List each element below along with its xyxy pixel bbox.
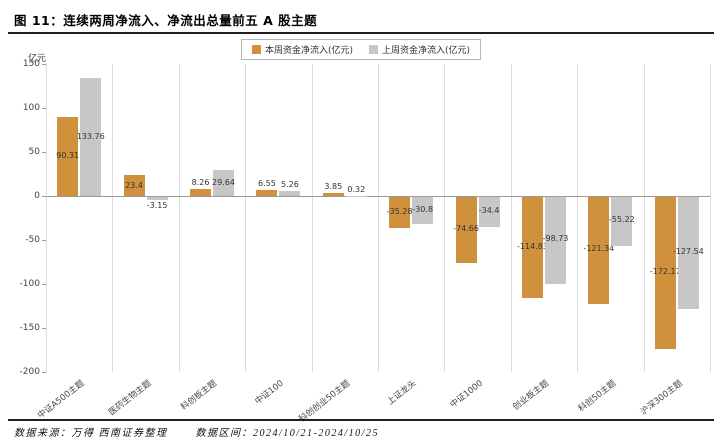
gridline [643, 64, 645, 372]
gridline [178, 64, 180, 372]
y-axis-tick-label: 100 [22, 103, 40, 113]
legend-label-this-week: 本周资金净流入(亿元) [264, 46, 353, 56]
bar-last-week [80, 78, 102, 196]
chart-legend: 本周资金净流入(亿元) 上周资金净流入(亿元) [240, 39, 482, 60]
y-axis-unit: 亿元 [28, 54, 47, 64]
bar-this-week [123, 175, 145, 196]
y-axis-tick [42, 196, 46, 197]
last-week-swatch-icon [369, 45, 378, 54]
bar-value-label: -121.34 [583, 244, 615, 254]
this-week-swatch-icon [251, 45, 261, 54]
y-axis-tick [42, 284, 46, 285]
y-axis-tick [42, 64, 46, 65]
bar-value-label: 23.4 [125, 180, 143, 190]
bar-value-label: -35.28 [386, 206, 413, 216]
bar-last-week [478, 197, 500, 228]
gridline [510, 64, 512, 372]
bar-value-label: 29.64 [212, 177, 235, 187]
x-axis-label: 医药生物主题 [106, 378, 153, 418]
y-axis-tick [42, 240, 46, 241]
bar-this-week [389, 197, 411, 229]
zero-baseline [46, 196, 710, 197]
bar-last-week [279, 191, 301, 196]
bar-this-week [322, 192, 344, 196]
bar-value-label: -34.4 [478, 206, 500, 216]
y-axis-tick-label: 50 [28, 147, 40, 157]
gridline [577, 64, 579, 372]
bar-value-label: 90.31 [56, 151, 80, 161]
y-axis-tick-label: -150 [19, 323, 40, 333]
x-axis-label: 科创50主题 [576, 378, 618, 415]
bar-value-label: -74.66 [453, 223, 479, 233]
gridline [46, 64, 47, 372]
y-axis-tick [42, 152, 46, 153]
x-axis-label: 中证A500主题 [36, 378, 87, 421]
y-axis-tick-label: 150 [22, 59, 40, 69]
x-axis-label: 创业板主题 [511, 378, 552, 413]
bar-value-label: -114.83 [517, 241, 548, 251]
gridline [710, 64, 711, 372]
gridline [245, 64, 247, 372]
bar-value-label: -55.22 [608, 215, 635, 225]
bar-value-label: -30.8 [412, 204, 434, 214]
bar-last-week [146, 197, 168, 200]
gridline [444, 64, 446, 372]
x-axis-label: 上证龙头 [385, 378, 419, 408]
y-axis-tick [42, 372, 46, 373]
bar-this-week [522, 197, 543, 299]
bar-this-week [190, 188, 211, 196]
x-axis-label: 科创创业50主题 [297, 378, 353, 425]
bar-last-week [611, 197, 633, 246]
legend-label-last-week: 上周资金净流入(亿元) [382, 46, 471, 56]
y-axis-tick [42, 108, 46, 109]
legend-item-last-week: 上周资金净流入(亿元) [369, 43, 470, 56]
bar-value-label: 0.32 [347, 184, 366, 194]
source-note: 数据来源：万得 西南证券整理 数据区间：2024/10/21-2024/10/25 [14, 424, 407, 438]
y-axis-tick-label: -200 [19, 367, 40, 377]
x-axis-label: 沪深300主题 [638, 378, 685, 418]
bar-value-label: -172.17 [649, 266, 681, 276]
bar-value-label: 8.26 [191, 177, 210, 187]
y-axis-tick-label: 0 [34, 191, 40, 201]
data-range-text: 数据区间：2024/10/21-2024/10/25 [195, 428, 379, 438]
y-axis-tick [42, 328, 46, 329]
bar-value-label: 133.76 [76, 132, 105, 142]
data-source-text: 数据来源：万得 西南证券整理 [14, 428, 168, 438]
bar-last-week [545, 197, 566, 284]
bar-value-label: -3.15 [146, 200, 168, 210]
x-axis-label: 中证1000 [448, 378, 485, 411]
bar-last-week [345, 195, 367, 197]
gridline [378, 64, 379, 372]
bar-this-week [588, 197, 610, 304]
footer-divider [8, 419, 714, 421]
bar-value-label: 5.26 [280, 180, 299, 190]
title-divider [8, 32, 714, 34]
bar-value-label: 6.55 [257, 179, 276, 189]
bar-value-label: -127.54 [672, 247, 704, 257]
bar-this-week [654, 197, 676, 349]
x-axis-label: 科创板主题 [179, 378, 220, 413]
bar-last-week [213, 169, 234, 196]
bar-value-label: 3.85 [324, 181, 343, 191]
bar-last-week [412, 197, 434, 225]
bar-value-label: -98.73 [542, 234, 569, 244]
x-axis-label: 中证100 [253, 378, 286, 407]
bar-this-week [455, 197, 477, 263]
bar-this-week [57, 116, 79, 196]
y-axis-tick-label: -100 [19, 279, 40, 289]
y-axis-tick-label: -50 [25, 235, 40, 245]
figure-title: 图 11：连续两周净流入、净流出总量前五 A 股主题 [14, 13, 318, 28]
gridline [112, 64, 114, 372]
bar-this-week [256, 190, 278, 196]
legend-item-this-week: 本周资金净流入(亿元) [251, 43, 353, 56]
gridline [311, 64, 313, 372]
bar-last-week [677, 197, 699, 310]
